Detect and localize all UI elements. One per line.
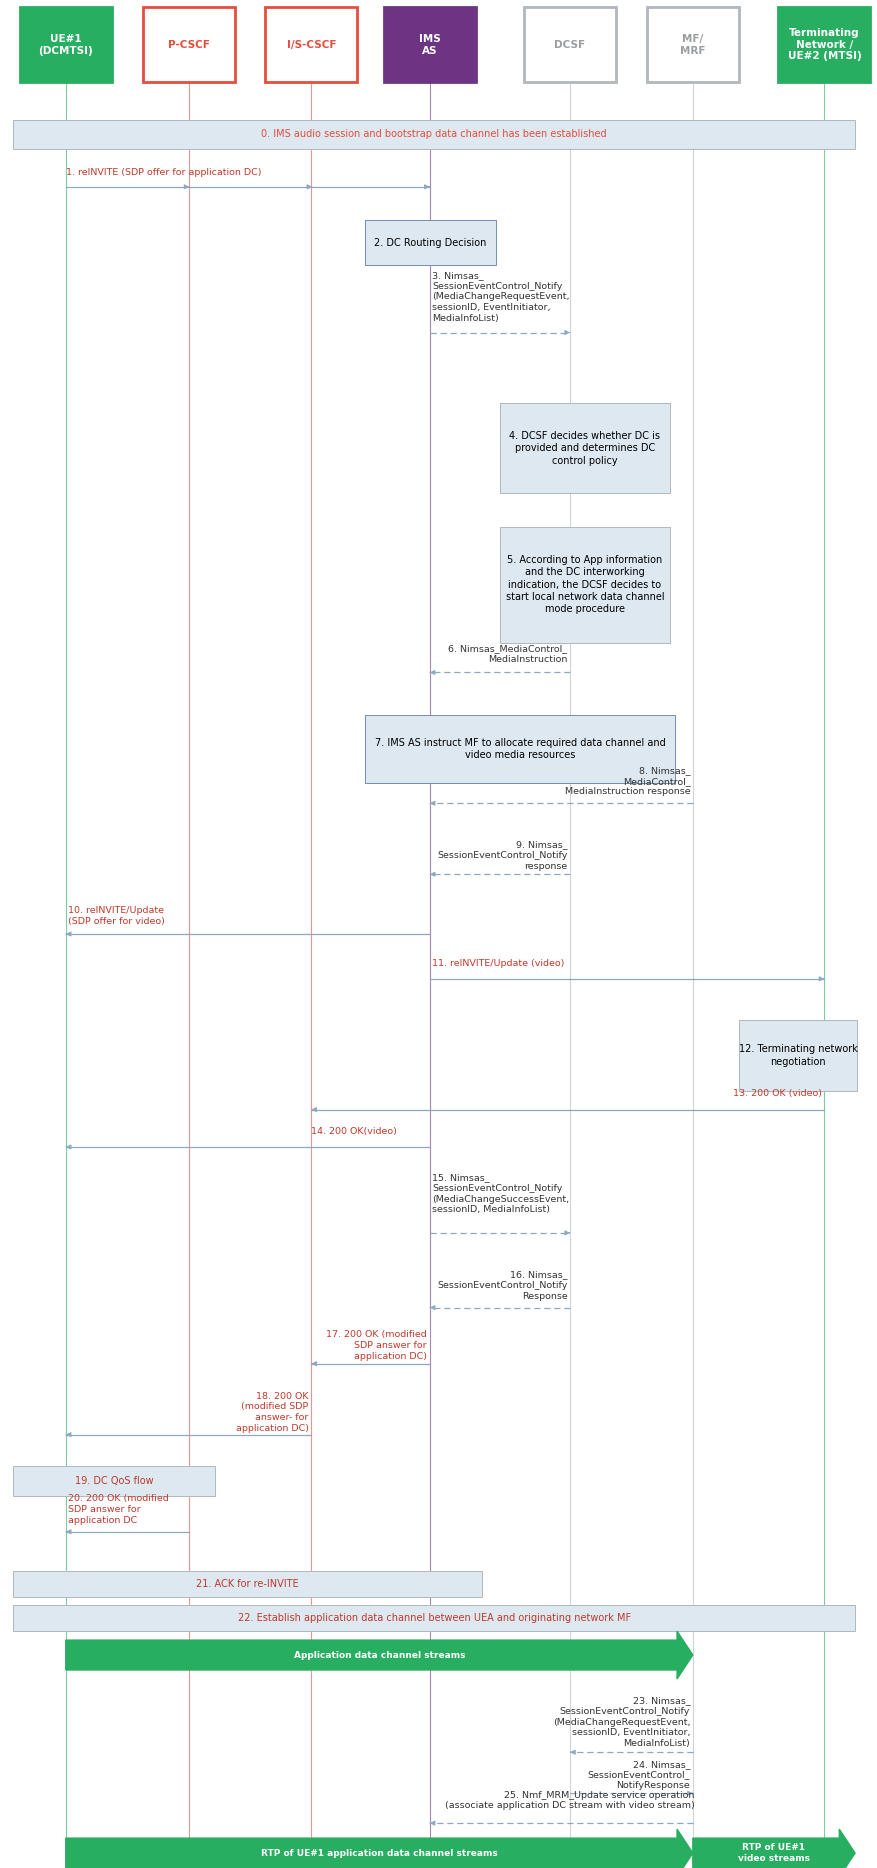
FancyBboxPatch shape: [19, 7, 112, 82]
Text: 9. Nimsas_
SessionEventControl_Notify
response: 9. Nimsas_ SessionEventControl_Notify re…: [437, 841, 567, 870]
Text: 8. Nimsas_
MediaControl_
MediaInstruction response: 8. Nimsas_ MediaControl_ MediaInstructio…: [565, 766, 690, 796]
Text: 10. reINVITE/Update
(SDP offer for video): 10. reINVITE/Update (SDP offer for video…: [68, 906, 164, 927]
Text: 19. DC QoS flow: 19. DC QoS flow: [75, 1476, 153, 1487]
Text: 7. IMS AS instruct MF to allocate required data channel and
video media resource: 7. IMS AS instruct MF to allocate requir…: [374, 738, 666, 760]
Text: 12. Terminating network
negotiation: 12. Terminating network negotiation: [738, 1044, 858, 1067]
Text: RTP of UE#1
video streams: RTP of UE#1 video streams: [738, 1844, 810, 1862]
Text: 11. reINVITE/Update (video): 11. reINVITE/Update (video): [432, 958, 565, 968]
Text: DCSF: DCSF: [554, 39, 586, 50]
Text: 25. Nmf_MRM_Update service operation
(associate application DC stream with video: 25. Nmf_MRM_Update service operation (as…: [445, 1791, 695, 1810]
FancyBboxPatch shape: [779, 7, 870, 82]
FancyBboxPatch shape: [143, 7, 235, 82]
Text: 13. 200 OK (video): 13. 200 OK (video): [733, 1089, 822, 1098]
Text: 4. DCSF decides whether DC is
provided and determines DC
control policy: 4. DCSF decides whether DC is provided a…: [510, 432, 660, 465]
Text: I/S-CSCF: I/S-CSCF: [287, 39, 336, 50]
FancyBboxPatch shape: [500, 403, 670, 493]
Text: 17. 200 OK (modified
SDP answer for
application DC): 17. 200 OK (modified SDP answer for appl…: [326, 1330, 427, 1360]
FancyBboxPatch shape: [739, 1020, 857, 1091]
Text: 3. Nimsas_
SessionEventControl_Notify
(MediaChangeRequestEvent,
sessionID, Event: 3. Nimsas_ SessionEventControl_Notify (M…: [432, 271, 570, 323]
FancyBboxPatch shape: [13, 120, 855, 149]
Text: 24. Nimsas_
SessionEventControl_
NotifyResponse: 24. Nimsas_ SessionEventControl_ NotifyR…: [588, 1760, 690, 1790]
FancyBboxPatch shape: [365, 715, 675, 783]
Text: P-CSCF: P-CSCF: [168, 39, 210, 50]
Text: Application data channel streams: Application data channel streams: [294, 1651, 465, 1659]
Text: 22. Establish application data channel between UEA and originating network MF: 22. Establish application data channel b…: [238, 1612, 631, 1623]
Text: 20. 200 OK (modified
SDP answer for
application DC: 20. 200 OK (modified SDP answer for appl…: [68, 1494, 168, 1524]
Text: 5. According to App information
and the DC interworking
indication, the DCSF dec: 5. According to App information and the …: [506, 555, 664, 615]
Text: RTP of UE#1 application data channel streams: RTP of UE#1 application data channel str…: [261, 1849, 497, 1857]
FancyBboxPatch shape: [13, 1605, 855, 1631]
FancyBboxPatch shape: [266, 7, 358, 82]
Text: 14. 200 OK(video): 14. 200 OK(video): [311, 1126, 397, 1136]
Text: 16. Nimsas_
SessionEventControl_Notify
Response: 16. Nimsas_ SessionEventControl_Notify R…: [437, 1270, 567, 1300]
Text: 23. Nimsas_
SessionEventControl_Notify
(MediaChangeRequestEvent,
sessionID, Even: 23. Nimsas_ SessionEventControl_Notify (…: [553, 1696, 690, 1748]
Text: 6. Nimsas_MediaControl_
MediaInstruction: 6. Nimsas_MediaControl_ MediaInstruction: [448, 644, 567, 665]
FancyArrow shape: [66, 1829, 693, 1868]
Text: MF/
MRF: MF/ MRF: [680, 34, 706, 56]
FancyArrow shape: [66, 1631, 693, 1679]
FancyArrow shape: [693, 1829, 855, 1868]
Text: 18. 200 OK
(modified SDP
answer- for
application DC): 18. 200 OK (modified SDP answer- for app…: [236, 1392, 309, 1433]
Text: 15. Nimsas_
SessionEventControl_Notify
(MediaChangeSuccessEvent,
sessionID, Medi: 15. Nimsas_ SessionEventControl_Notify (…: [432, 1173, 569, 1214]
Text: Terminating
Network /
UE#2 (MTSI): Terminating Network / UE#2 (MTSI): [788, 28, 861, 62]
FancyBboxPatch shape: [384, 7, 475, 82]
FancyBboxPatch shape: [500, 527, 670, 643]
FancyBboxPatch shape: [647, 7, 739, 82]
Text: IMS
AS: IMS AS: [419, 34, 440, 56]
FancyBboxPatch shape: [13, 1466, 215, 1496]
Text: 2. DC Routing Decision: 2. DC Routing Decision: [374, 237, 487, 248]
Text: 21. ACK for re-INVITE: 21. ACK for re-INVITE: [196, 1578, 299, 1590]
Text: 1. reINVITE (SDP offer for application DC): 1. reINVITE (SDP offer for application D…: [66, 168, 261, 177]
FancyBboxPatch shape: [365, 220, 496, 265]
FancyBboxPatch shape: [13, 1571, 482, 1597]
Text: 0. IMS audio session and bootstrap data channel has been established: 0. IMS audio session and bootstrap data …: [261, 129, 607, 140]
Text: UE#1
(DCMTSI): UE#1 (DCMTSI): [39, 34, 93, 56]
FancyBboxPatch shape: [524, 7, 616, 82]
